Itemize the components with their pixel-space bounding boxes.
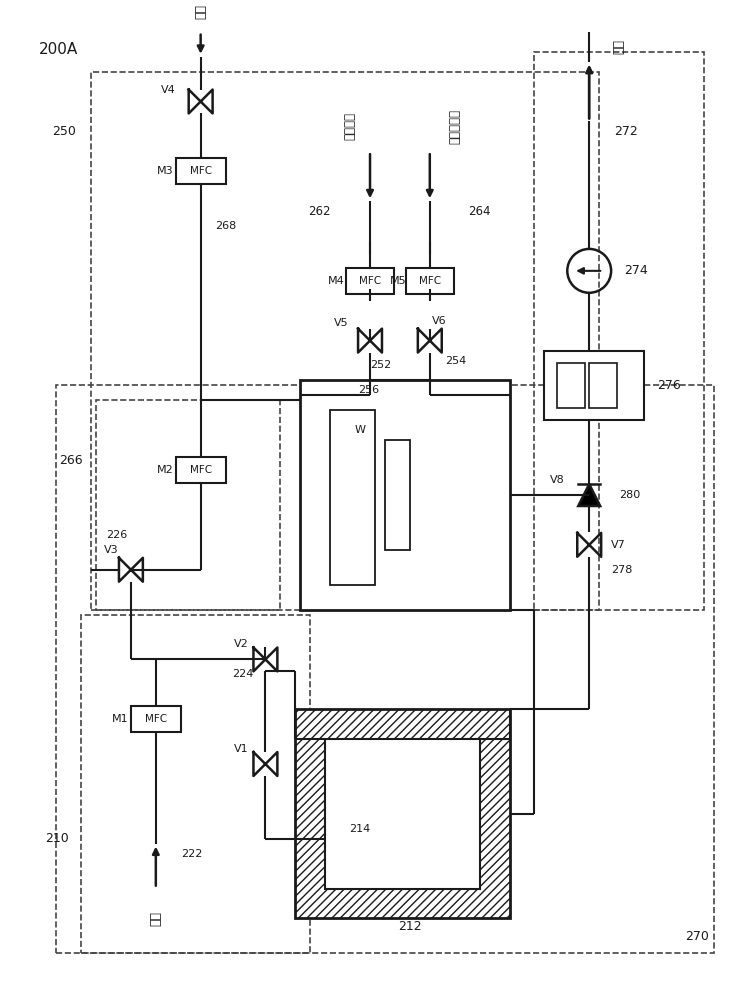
Bar	[326, 739, 479, 889]
Bar	[346, 268, 394, 294]
Text: MFC: MFC	[359, 276, 381, 286]
Text: 载气: 载气	[194, 4, 207, 19]
Text: 250: 250	[53, 125, 76, 138]
Bar	[330, 410, 375, 585]
Text: M3: M3	[157, 166, 174, 176]
Text: V8: V8	[550, 475, 564, 485]
Text: 载气: 载气	[149, 911, 162, 926]
Text: 252: 252	[370, 360, 392, 370]
Text: 222: 222	[181, 849, 202, 859]
Bar	[176, 158, 226, 184]
Text: MFC: MFC	[419, 276, 441, 286]
Text: 264: 264	[468, 205, 490, 218]
Text: 226: 226	[106, 530, 128, 540]
Text: 270: 270	[685, 930, 709, 943]
Text: V3: V3	[104, 545, 119, 555]
Text: 254: 254	[445, 356, 466, 366]
Bar	[544, 351, 644, 420]
Text: 278: 278	[611, 565, 632, 575]
Bar	[557, 363, 585, 408]
Text: M4: M4	[328, 276, 345, 286]
Text: 224: 224	[232, 669, 254, 679]
Text: V6: V6	[432, 316, 446, 326]
Bar	[296, 709, 509, 918]
Text: 200A: 200A	[39, 42, 79, 57]
Text: 266: 266	[59, 454, 83, 467]
Bar	[300, 380, 509, 610]
Bar	[590, 363, 617, 408]
Text: 212: 212	[398, 920, 422, 933]
Text: W: W	[355, 425, 365, 435]
Bar	[406, 268, 454, 294]
Text: V2: V2	[234, 639, 248, 649]
Text: 反应性气体: 反应性气体	[448, 109, 461, 144]
Polygon shape	[578, 484, 600, 506]
Text: 274: 274	[624, 264, 648, 277]
Text: MFC: MFC	[190, 465, 211, 475]
Text: M2: M2	[157, 465, 174, 475]
Text: V1: V1	[234, 744, 248, 754]
Bar	[535, 52, 704, 610]
Bar	[131, 706, 181, 732]
Text: 276: 276	[657, 379, 681, 392]
Text: 废气: 废气	[613, 39, 626, 54]
Text: 280: 280	[619, 490, 640, 500]
Text: M5: M5	[390, 276, 407, 286]
Text: 210: 210	[46, 832, 69, 845]
Bar	[91, 72, 599, 610]
Text: V4: V4	[161, 85, 176, 95]
Text: 214: 214	[350, 824, 370, 834]
Bar	[385, 440, 410, 550]
Text: M1: M1	[112, 714, 129, 724]
Text: 吹扫气体: 吹扫气体	[344, 112, 356, 140]
Bar	[56, 385, 714, 953]
Text: 256: 256	[358, 385, 380, 395]
Text: V7: V7	[611, 540, 626, 550]
Text: 268: 268	[215, 221, 237, 231]
Text: V5: V5	[334, 318, 348, 328]
Bar	[81, 615, 310, 953]
Text: MFC: MFC	[190, 166, 211, 176]
Bar	[176, 457, 226, 483]
Text: MFC: MFC	[145, 714, 167, 724]
Text: 272: 272	[614, 125, 638, 138]
Bar	[96, 400, 280, 610]
Text: 262: 262	[308, 205, 330, 218]
